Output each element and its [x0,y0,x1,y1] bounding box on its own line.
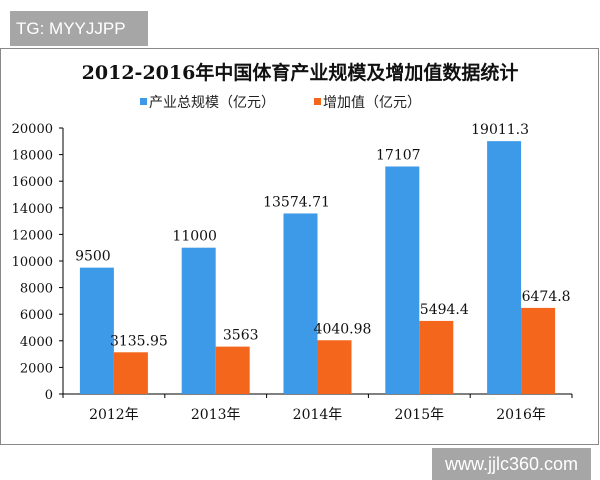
y-tick-label: 6000 [20,308,53,323]
y-tick-label: 20000 [12,122,53,137]
bar-1 [419,320,454,394]
legend-swatch-1 [314,98,321,105]
chart-title: 2012-2016年中国体育产业规模及增加值数据统计 [82,61,519,84]
data-label-0: 11000 [172,229,217,245]
data-label-1: 4040.98 [314,321,372,337]
y-tick-label: 4000 [20,335,53,350]
data-label-0: 13574.71 [263,194,330,210]
x-tick-label: 2012年 [89,407,139,423]
data-label-1: 3563 [223,328,259,344]
data-label-0: 9500 [75,249,111,265]
y-tick-label: 2000 [20,361,53,376]
bar-0 [181,247,216,394]
legend-label-0: 产业总规模（亿元） [149,95,275,111]
y-tick-label: 10000 [12,255,53,270]
legend-label-1: 增加值（亿元） [323,95,421,111]
chart-frame [0,48,599,445]
bar-0 [487,141,522,394]
y-tick-label: 18000 [12,149,53,164]
y-tick-label: 12000 [12,228,53,243]
y-tick-label: 16000 [12,175,53,190]
x-tick-label: 2016年 [496,407,546,423]
bar-1 [521,307,556,394]
y-tick-label: 14000 [12,202,53,217]
x-tick-label: 2014年 [293,407,343,423]
data-label-0: 19011.3 [471,122,529,138]
bar-1 [113,352,148,394]
data-label-1: 6474.8 [522,289,571,305]
data-label-1: 5494.4 [420,302,469,318]
bar-0 [385,166,420,394]
data-label-1: 3135.95 [110,333,168,349]
x-tick-label: 2013年 [191,407,241,423]
bar-1 [215,346,250,394]
y-tick-label: 8000 [20,282,53,297]
bar-0 [79,267,114,394]
y-tick-label: 0 [45,388,53,403]
watermark-bottom-label: www.jjlc360.com [432,448,591,480]
legend-swatch-0 [140,98,147,105]
data-label-0: 17107 [376,147,421,163]
bar-0 [283,213,318,394]
watermark-top-label: TG: MYYJJPP [10,11,148,46]
x-tick-label: 2015年 [394,407,444,423]
bar-1 [317,340,352,394]
